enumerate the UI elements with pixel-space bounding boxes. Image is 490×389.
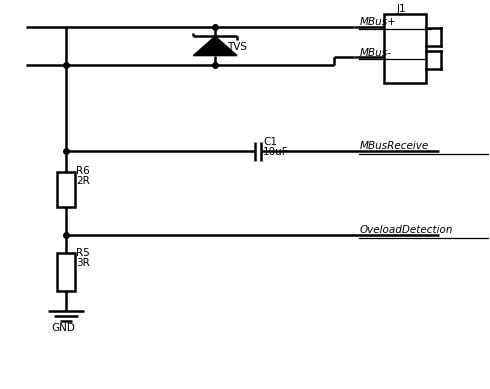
Bar bbox=[384, 14, 426, 83]
Bar bbox=[57, 253, 75, 291]
Text: TVS: TVS bbox=[227, 42, 247, 52]
Text: 10uF: 10uF bbox=[263, 147, 289, 158]
Text: R6: R6 bbox=[76, 166, 90, 176]
Text: MBus+: MBus+ bbox=[359, 18, 396, 27]
Text: 3R: 3R bbox=[76, 258, 90, 268]
Text: OveloadDetection: OveloadDetection bbox=[359, 225, 453, 235]
Text: J1: J1 bbox=[397, 4, 406, 14]
Text: MBusReceive: MBusReceive bbox=[359, 141, 429, 151]
Text: R5: R5 bbox=[76, 247, 90, 258]
Text: GND: GND bbox=[51, 323, 75, 333]
Bar bbox=[57, 172, 75, 207]
Text: C1: C1 bbox=[263, 137, 277, 147]
Polygon shape bbox=[193, 36, 237, 56]
Text: MBus-: MBus- bbox=[359, 48, 391, 58]
Text: 2R: 2R bbox=[76, 176, 90, 186]
